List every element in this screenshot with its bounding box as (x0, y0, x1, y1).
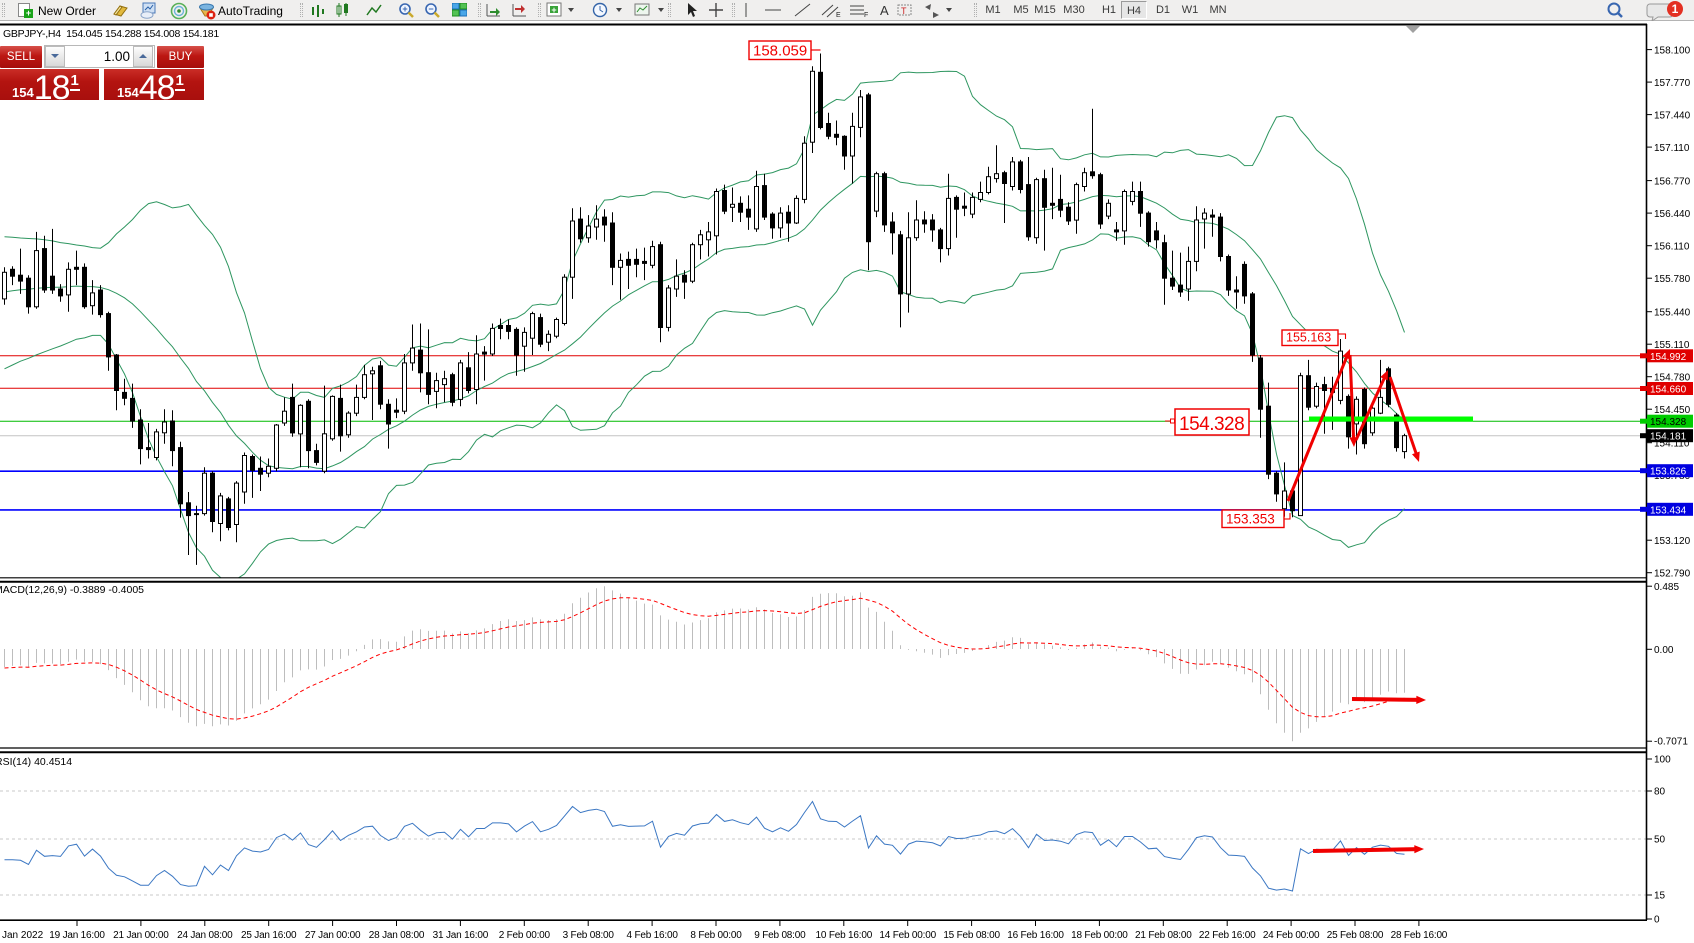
svg-text:157.110: 157.110 (1654, 143, 1690, 154)
svg-text:-0.7071: -0.7071 (1654, 737, 1688, 748)
svg-text:100: 100 (1654, 755, 1671, 766)
svg-text:156.110: 156.110 (1654, 242, 1690, 253)
svg-text:GBPJPY-,H4 154.045 154.288 15: GBPJPY-,H4 154.045 154.288 154.008 154.1… (3, 28, 219, 40)
svg-text:15: 15 (1654, 891, 1666, 902)
svg-text:157.770: 157.770 (1654, 78, 1691, 89)
svg-text:27 Jan 00:00: 27 Jan 00:00 (305, 930, 361, 941)
svg-text:T: T (901, 6, 907, 16)
svg-text:31 Jan 16:00: 31 Jan 16:00 (433, 930, 489, 941)
svg-text:156.440: 156.440 (1654, 209, 1691, 220)
svg-text:154.110: 154.110 (1654, 439, 1690, 450)
svg-text:158.100: 158.100 (1654, 46, 1691, 57)
svg-text:A: A (880, 3, 889, 18)
svg-text:RSI(14) 40.4514: RSI(14) 40.4514 (0, 756, 72, 768)
svg-text:4 Feb 16:00: 4 Feb 16:00 (627, 930, 679, 941)
svg-text:154.328: 154.328 (1650, 417, 1687, 428)
svg-text:25 Jan 16:00: 25 Jan 16:00 (241, 930, 297, 941)
svg-text:9 Feb 08:00: 9 Feb 08:00 (754, 930, 806, 941)
svg-text:156.770: 156.770 (1654, 177, 1691, 188)
svg-text:0: 0 (1654, 915, 1660, 926)
svg-text:19 Jan 16:00: 19 Jan 16:00 (49, 930, 105, 941)
svg-text:153.434: 153.434 (1650, 505, 1687, 516)
svg-text:16 Feb 16:00: 16 Feb 16:00 (1007, 930, 1064, 941)
svg-text:18 Feb 00:00: 18 Feb 00:00 (1071, 930, 1128, 941)
svg-text:80: 80 (1654, 787, 1666, 798)
svg-text:28 Feb 16:00: 28 Feb 16:00 (1391, 930, 1448, 941)
svg-text:154.181: 154.181 (1650, 432, 1687, 443)
svg-text:157.440: 157.440 (1654, 111, 1691, 122)
svg-text:8 Feb 00:00: 8 Feb 00:00 (690, 930, 742, 941)
svg-text:+: + (402, 4, 407, 14)
svg-text:155.440: 155.440 (1654, 308, 1691, 319)
svg-text:25 Feb 08:00: 25 Feb 08:00 (1327, 930, 1384, 941)
svg-text:154.450: 154.450 (1654, 405, 1691, 416)
svg-text:28 Jan 08:00: 28 Jan 08:00 (369, 930, 425, 941)
svg-text:22 Feb 16:00: 22 Feb 16:00 (1199, 930, 1256, 941)
svg-text:15 Feb 08:00: 15 Feb 08:00 (943, 930, 1000, 941)
svg-text:0.485: 0.485 (1654, 582, 1679, 593)
svg-text:153.353: 153.353 (1226, 512, 1275, 527)
svg-text:Jan 2022: Jan 2022 (2, 930, 44, 941)
svg-text:24 Jan 08:00: 24 Jan 08:00 (177, 930, 233, 941)
svg-text:154.660: 154.660 (1650, 385, 1687, 396)
svg-text:2 Feb 00:00: 2 Feb 00:00 (499, 930, 551, 941)
svg-text:24 Feb 00:00: 24 Feb 00:00 (1263, 930, 1320, 941)
svg-text:3 Feb 08:00: 3 Feb 08:00 (563, 930, 615, 941)
svg-text:154.992: 154.992 (1650, 352, 1687, 363)
svg-text:155.110: 155.110 (1654, 340, 1690, 351)
svg-text:154.328: 154.328 (1179, 414, 1244, 435)
svg-text:21 Feb 08:00: 21 Feb 08:00 (1135, 930, 1192, 941)
svg-text:+: + (551, 5, 556, 15)
svg-text:155.780: 155.780 (1654, 274, 1691, 285)
svg-text:10 Feb 16:00: 10 Feb 16:00 (816, 930, 873, 941)
svg-text:155.163: 155.163 (1286, 331, 1331, 345)
svg-text:158.059: 158.059 (753, 43, 807, 60)
svg-text:1: 1 (1672, 2, 1679, 16)
svg-text:154.780: 154.780 (1654, 373, 1691, 384)
svg-text:−: − (428, 4, 433, 14)
svg-text:E: E (836, 12, 841, 18)
svg-text:152.790: 152.790 (1654, 569, 1691, 580)
svg-text:F: F (864, 12, 868, 18)
svg-text:50: 50 (1654, 835, 1666, 846)
svg-text:MACD(12,26,9) -0.3889 -0.4005: MACD(12,26,9) -0.3889 -0.4005 (0, 584, 144, 596)
svg-text:21 Jan 00:00: 21 Jan 00:00 (113, 930, 169, 941)
svg-text:153.120: 153.120 (1654, 536, 1691, 547)
svg-text:14 Feb 00:00: 14 Feb 00:00 (879, 930, 936, 941)
svg-text:153.826: 153.826 (1650, 467, 1687, 478)
svg-text:0.00: 0.00 (1654, 645, 1674, 656)
